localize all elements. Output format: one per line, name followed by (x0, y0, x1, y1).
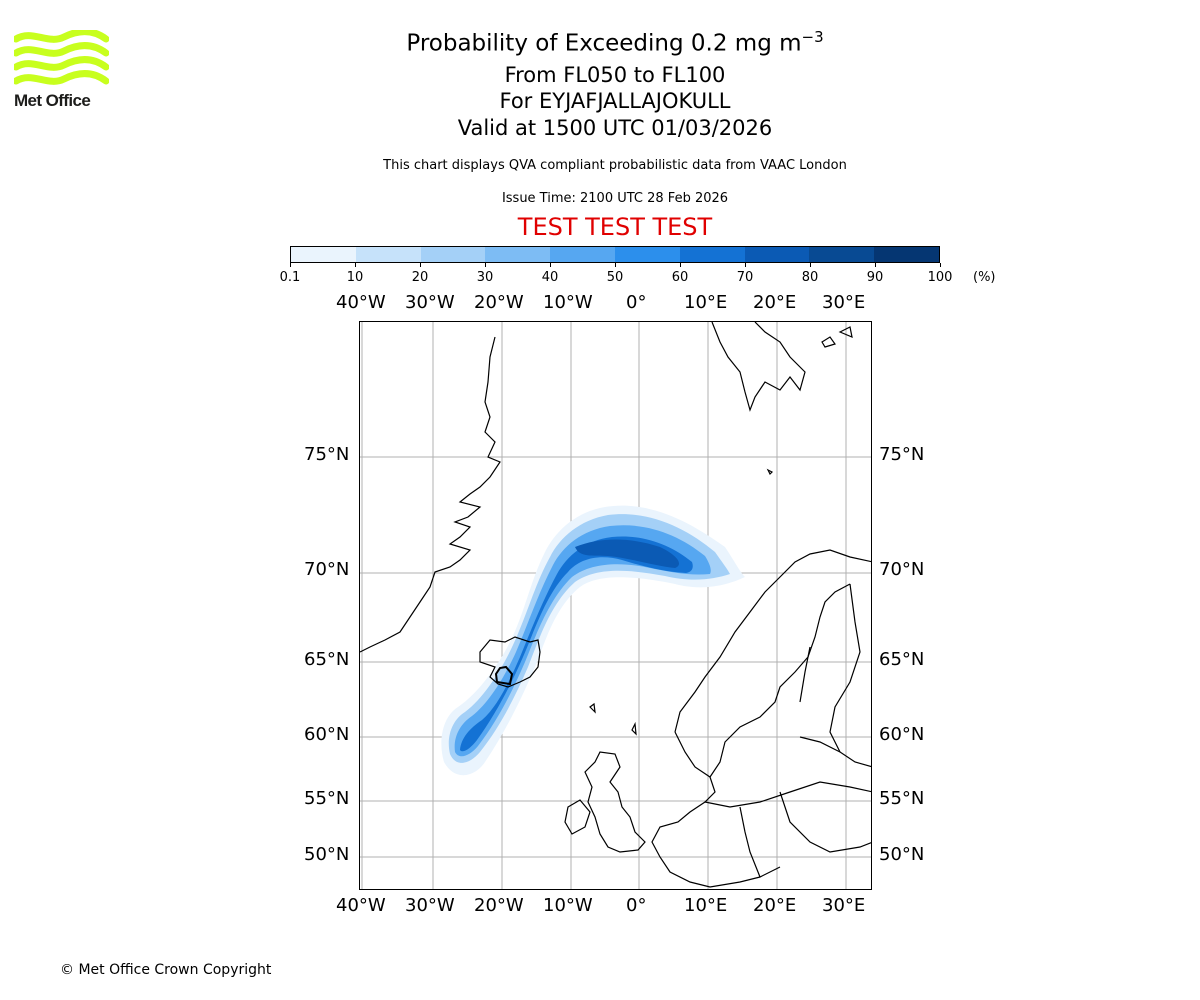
colorbar-tick-label: 20 (411, 270, 429, 285)
colorbar-tick (874, 263, 876, 267)
flight-level-range: From FL050 to FL100 (504, 63, 726, 87)
colorbar-tick-label: 40 (541, 270, 559, 285)
ash-plume (441, 505, 745, 776)
colorbar-segment (809, 247, 875, 262)
lat-label-right: 75°N (879, 444, 925, 465)
lat-label-right: 70°N (879, 559, 925, 580)
lon-label-bottom: 20°E (753, 895, 797, 916)
coastlines (360, 322, 871, 888)
colorbar-tick-label: 30 (476, 270, 494, 285)
lat-label-right: 65°N (879, 649, 925, 670)
lon-label-top: 20°W (474, 292, 524, 313)
colorbar-segment (355, 247, 421, 262)
map-svg (360, 322, 871, 889)
lon-label-bottom: 40°W (336, 895, 386, 916)
colorbar-tick-label: 60 (671, 270, 689, 285)
colorbar-segment (614, 247, 680, 262)
colorbar-tick-label: 100 (927, 270, 953, 285)
lon-label-top: 0° (626, 292, 647, 313)
lon-label-top: 10°W (543, 292, 593, 313)
lon-label-bottom: 0° (626, 895, 647, 916)
colorbar-tick-label: 10 (346, 270, 364, 285)
lat-label-left: 65°N (304, 649, 350, 670)
colorbar-tick (289, 263, 291, 267)
lon-label-top: 20°E (753, 292, 797, 313)
colorbar-tick (809, 263, 811, 267)
colorbar-unit: (%) (973, 270, 996, 285)
colorbar-tick-label: 0.1 (279, 270, 301, 285)
probability-map (359, 321, 872, 890)
colorbar-segment (679, 247, 745, 262)
lat-label-left: 75°N (304, 444, 350, 465)
colorbar-segment (485, 247, 551, 262)
colorbar-segment (744, 247, 810, 262)
volcano-source-polygon (494, 665, 514, 686)
chart-title-exponent: −3 (801, 28, 824, 46)
colorbar-tick (614, 263, 616, 267)
lon-label-top: 30°W (405, 292, 455, 313)
colorbar-segment (291, 247, 356, 262)
graticule (360, 322, 871, 889)
colorbar-tick (549, 263, 551, 267)
lon-label-top: 10°E (684, 292, 728, 313)
valid-time: Valid at 1500 UTC 01/03/2026 (457, 116, 773, 140)
colorbar-tick (354, 263, 356, 267)
colorbar-tick (419, 263, 421, 267)
colorbar-tick-label: 70 (736, 270, 754, 285)
colorbar-tick (484, 263, 486, 267)
volcano-name: For EYJAFJALLAJOKULL (499, 89, 731, 113)
logo-text: Met Office (14, 91, 91, 110)
lon-label-top: 40°W (336, 292, 386, 313)
lon-label-bottom: 10°W (543, 895, 593, 916)
colorbar-segment (420, 247, 486, 262)
colorbar-tick (939, 263, 941, 267)
colorbar-tick-label: 80 (801, 270, 819, 285)
colorbar-tick-label: 90 (866, 270, 884, 285)
lon-label-bottom: 20°W (474, 895, 524, 916)
probability-colorbar (290, 246, 940, 263)
chart-description: This chart displays QVA compliant probab… (383, 158, 847, 173)
colorbar-tick (679, 263, 681, 267)
colorbar-tick (744, 263, 746, 267)
colorbar-segment (550, 247, 615, 262)
lat-label-left: 55°N (304, 788, 350, 809)
colorbar-segment (874, 247, 939, 262)
lon-label-bottom: 30°W (405, 895, 455, 916)
chart-title-text: Probability of Exceeding 0.2 mg m (406, 30, 802, 57)
lat-label-right: 50°N (879, 844, 925, 865)
lat-label-left: 60°N (304, 724, 350, 745)
copyright: © Met Office Crown Copyright (60, 962, 272, 978)
lon-label-top: 30°E (822, 292, 866, 313)
issue-time: Issue Time: 2100 UTC 28 Feb 2026 (501, 191, 729, 206)
met-office-logo-icon (14, 30, 109, 85)
lat-label-right: 55°N (879, 788, 925, 809)
lat-label-left: 70°N (304, 559, 350, 580)
lon-label-bottom: 10°E (684, 895, 728, 916)
colorbar-tick-label: 50 (606, 270, 624, 285)
lat-label-right: 60°N (879, 724, 925, 745)
lat-label-left: 50°N (304, 844, 350, 865)
chart-title: Probability of Exceeding 0.2 mg m−3 (0, 28, 1200, 57)
lon-label-bottom: 30°E (822, 895, 866, 916)
test-banner: TEST TEST TEST (517, 213, 713, 241)
